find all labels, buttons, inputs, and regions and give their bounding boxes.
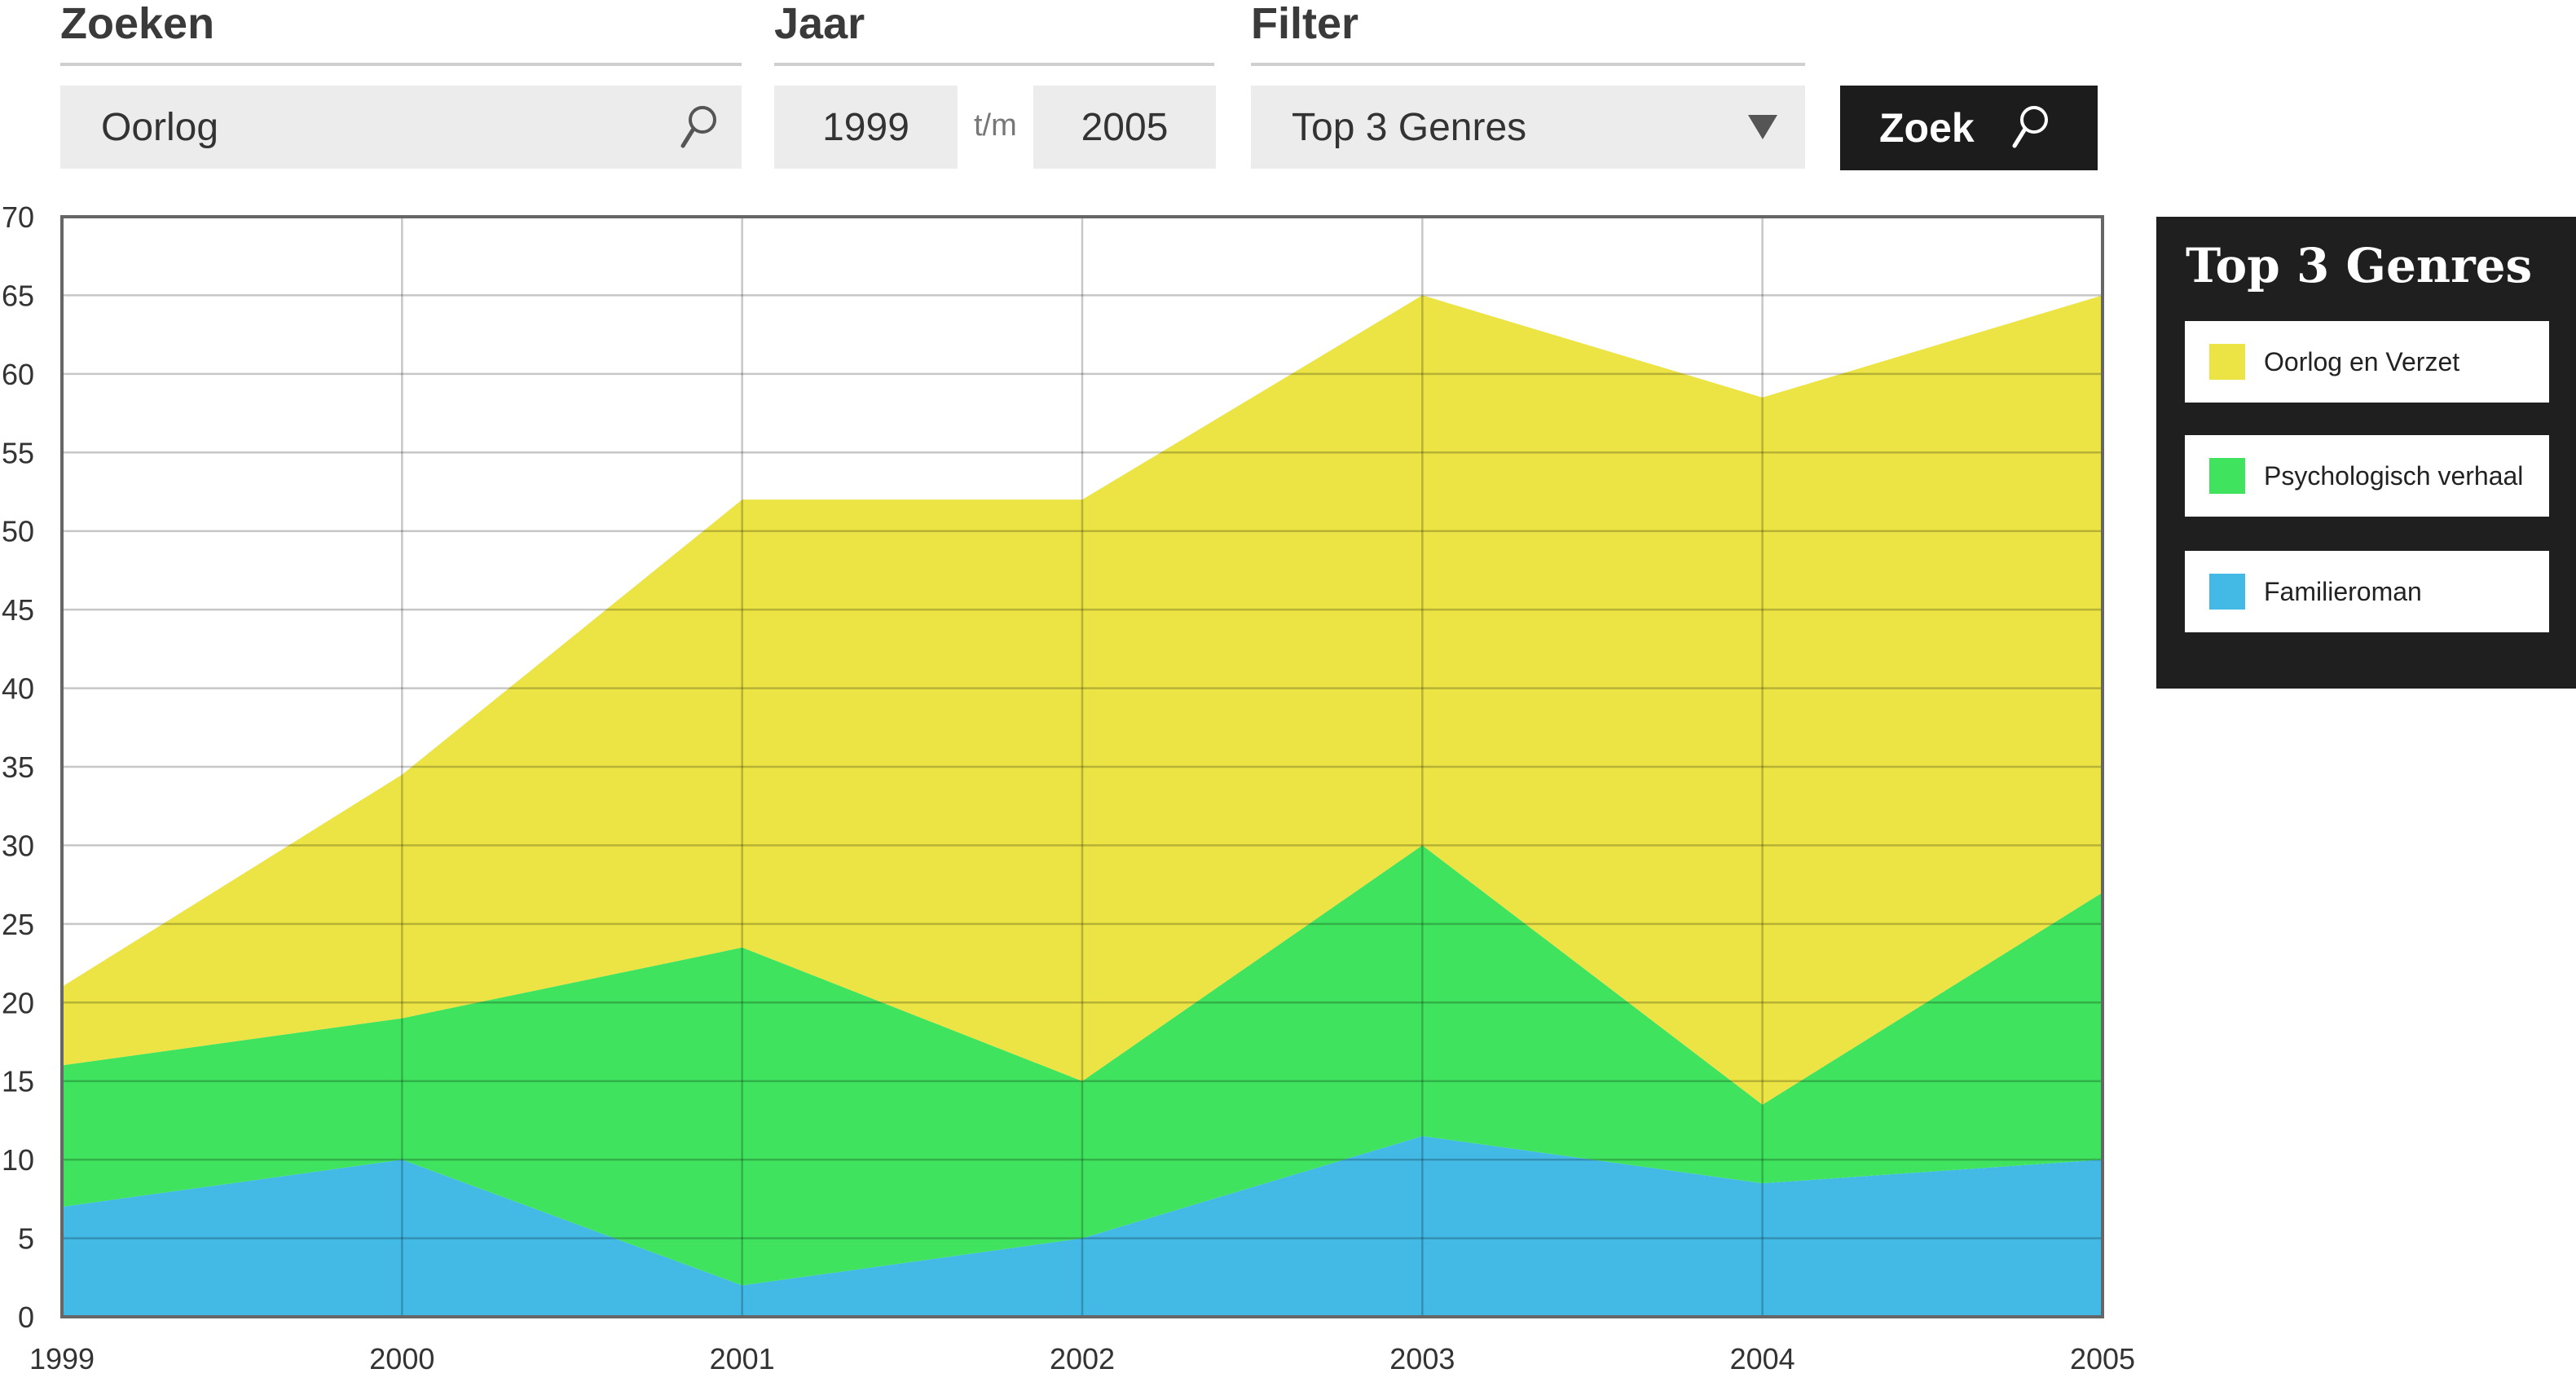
y-tick-label: 25 (2, 908, 34, 941)
year-from-value: 1999 (822, 105, 909, 149)
x-tick-label: 2000 (369, 1342, 434, 1375)
plot-frame (60, 215, 2104, 1318)
x-tick-label: 2004 (1730, 1342, 1795, 1375)
y-tick-label: 70 (2, 200, 34, 234)
year-to-value: 2005 (1081, 105, 1169, 149)
stacked-area-chart: 0 5 10 15 20 25 30 35 40 45 50 55 60 65 70 1999 2000 200… (2, 200, 2135, 1375)
filter-select[interactable]: Top 3 Genres (1251, 86, 1805, 169)
y-tick-label: 15 (2, 1065, 34, 1098)
search-divider (60, 63, 742, 66)
y-tick-label: 20 (2, 986, 34, 1019)
y-tick-label: 10 (2, 1143, 34, 1177)
filter-select-value: Top 3 Genres (1292, 105, 1527, 149)
y-tick-label: 60 (2, 358, 34, 391)
legend-item-oorlog-en-verzet[interactable]: Oorlog en Verzet (2185, 321, 2549, 403)
legend-swatch (2209, 574, 2245, 610)
legend-item-label: Oorlog en Verzet (2264, 347, 2460, 376)
x-tick-label: 2002 (1050, 1342, 1115, 1375)
search-heading: Zoeken (60, 0, 215, 48)
y-tick-label: 55 (2, 436, 34, 469)
y-tick-label: 45 (2, 593, 34, 627)
year-to-input[interactable]: 2005 (1033, 86, 1216, 169)
legend-swatch (2209, 344, 2245, 380)
legend-item-label: Familieroman (2264, 577, 2422, 606)
search-icon (2012, 106, 2048, 148)
y-axis-ticks: 0 5 10 15 20 25 30 35 40 45 50 55 60 65 70 (2, 200, 34, 1334)
y-tick-label: 40 (2, 672, 34, 706)
year-divider (774, 63, 1214, 66)
year-range-separator: t/m (974, 108, 1017, 143)
area-oorlog-en-verzet (62, 295, 2103, 1105)
search-input[interactable]: Oorlog (60, 86, 742, 169)
zoek-button-label: Zoek (1879, 105, 1975, 151)
year-heading: Jaar (774, 0, 865, 48)
area-familieroman (62, 1136, 2103, 1317)
y-tick-label: 5 (18, 1222, 34, 1256)
search-input-value: Oorlog (101, 105, 219, 149)
x-axis-ticks: 1999 2000 2001 2002 2003 2004 2005 (29, 1342, 2135, 1375)
dropdown-triangle-icon[interactable] (1746, 113, 1779, 141)
area-psychologisch-verhaal (62, 845, 2103, 1286)
y-tick-label: 0 (18, 1301, 34, 1334)
y-tick-label: 35 (2, 750, 34, 784)
legend-title: Top 3 Genres (2186, 238, 2533, 293)
zoek-button[interactable]: Zoek (1840, 86, 2098, 170)
filter-divider (1251, 63, 1805, 66)
x-tick-label: 2005 (2070, 1342, 2135, 1375)
x-tick-label: 2003 (1389, 1342, 1455, 1375)
x-tick-label: 2001 (710, 1342, 775, 1375)
year-from-input[interactable]: 1999 (774, 86, 958, 169)
x-tick-label: 1999 (29, 1342, 95, 1375)
filter-heading: Filter (1251, 0, 1359, 48)
legend-swatch (2209, 458, 2245, 494)
search-icon[interactable] (678, 103, 719, 152)
legend-item-familieroman[interactable]: Familieroman (2185, 551, 2549, 632)
y-tick-label: 50 (2, 515, 34, 548)
legend-item-psychologisch-verhaal[interactable]: Psychologisch verhaal (2185, 435, 2549, 517)
chart-grid (60, 215, 2104, 1318)
y-tick-label: 65 (2, 279, 34, 312)
legend-panel: Top 3 Genres Oorlog en Verzet Psychologi… (2156, 217, 2576, 689)
legend-item-label: Psychologisch verhaal (2264, 461, 2524, 491)
y-tick-label: 30 (2, 829, 34, 862)
area-layers (62, 295, 2103, 1317)
